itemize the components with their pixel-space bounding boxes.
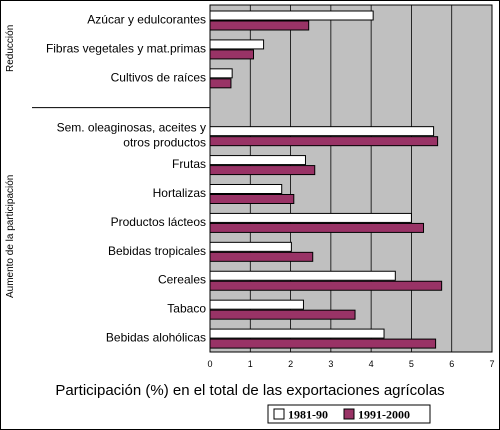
- bar-1981-90-2: [209, 68, 233, 79]
- bar-1981-90-5: [209, 155, 306, 166]
- group-label: Aumento de la participación: [5, 175, 16, 298]
- bar-1991-2000-4: [209, 136, 439, 147]
- legend-label: 1981-90: [288, 408, 328, 422]
- bar-1991-2000-0: [209, 20, 310, 31]
- bar-1981-90-0: [209, 10, 374, 21]
- bar-1991-2000-7: [209, 222, 425, 233]
- bar-1991-2000-11: [209, 338, 437, 349]
- category-label: Bebidas tropicales: [108, 244, 206, 258]
- category-label: Fibras vegetales y mat.primas: [46, 41, 206, 55]
- x-tick-label: 5: [409, 359, 414, 369]
- gridlines: [249, 5, 453, 352]
- legend: 1981-90 1991-2000: [267, 404, 431, 424]
- x-tick-labels: 0 1 2 3 4 5 6 7: [207, 359, 494, 369]
- category-labels: Azúcar y edulcorantes Fibras vegetales y …: [46, 12, 206, 344]
- group-label: Reducción: [5, 25, 16, 72]
- category-label: Sem. oleaginosas, aceites y: [57, 121, 206, 135]
- bar-1991-2000-1: [209, 49, 255, 60]
- bar-1991-2000-6: [209, 194, 295, 204]
- bar-1981-90-1: [209, 39, 265, 50]
- x-tick-label: 2: [288, 359, 293, 369]
- legend-swatch: [343, 408, 355, 420]
- category-label: Bebidas alohólicas: [106, 331, 206, 345]
- group-labels: Reducción Aumento de la participación: [5, 25, 210, 298]
- category-label: Cultivos de raíces: [111, 70, 206, 84]
- x-tick-label: 4: [369, 359, 374, 369]
- category-label: Azúcar y edulcorantes: [87, 12, 206, 26]
- bar-1981-90-4: [209, 126, 435, 137]
- bar-1991-2000-8: [209, 251, 314, 262]
- x-tick-label: 0: [207, 359, 212, 369]
- x-tick-label: 6: [449, 359, 454, 369]
- bar-1981-90-7: [209, 212, 412, 223]
- bar-1991-2000-10: [209, 309, 356, 320]
- bar-1981-90-6: [209, 184, 283, 194]
- x-axis-label: Participación (%) en el total de las exp…: [55, 382, 444, 399]
- category-label: otros productos: [123, 136, 206, 150]
- x-tick-label: 7: [489, 359, 494, 369]
- legend-label: 1991-2000: [358, 408, 410, 422]
- category-label: Frutas: [172, 157, 206, 171]
- bar-1991-2000-5: [209, 165, 316, 176]
- bar-1991-2000-9: [209, 280, 443, 291]
- bar-1981-90-11: [209, 328, 385, 339]
- bar-1981-90-8: [209, 241, 292, 252]
- plot-area: [209, 4, 493, 353]
- category-label: Productos lácteos: [111, 215, 206, 229]
- x-tick-label: 3: [328, 359, 333, 369]
- bar-1991-2000-2: [209, 78, 232, 89]
- category-label: Cereales: [158, 273, 206, 287]
- bars: [209, 10, 443, 349]
- category-label: Tabaco: [167, 302, 206, 316]
- bar-1981-90-10: [209, 299, 304, 310]
- category-label: Hortalizas: [153, 186, 206, 200]
- x-tick-label: 1: [248, 359, 253, 369]
- bar-1981-90-9: [209, 270, 396, 281]
- legend-swatch: [273, 408, 285, 420]
